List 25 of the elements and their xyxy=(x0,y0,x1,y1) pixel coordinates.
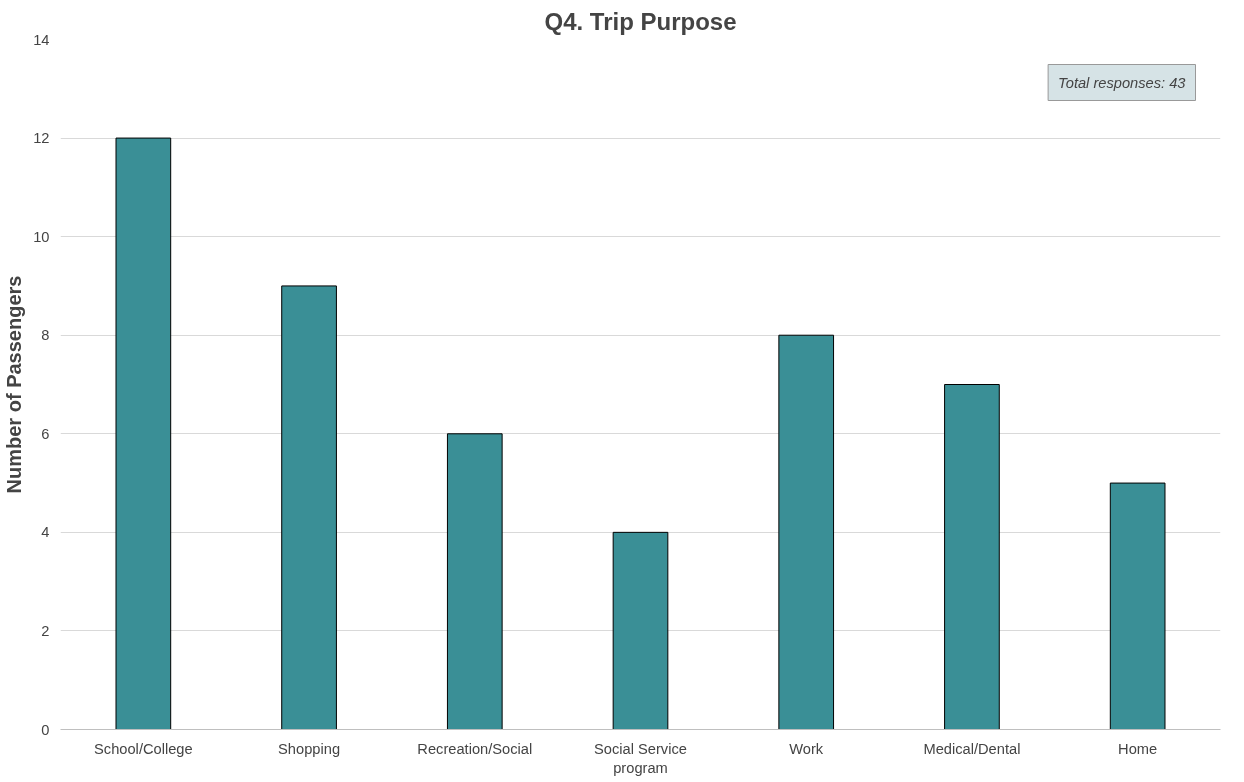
bar xyxy=(612,531,669,730)
y-tick-label: 8 xyxy=(41,327,50,344)
x-tick-label: Home xyxy=(1118,740,1158,757)
x-tick-label: Social Service program xyxy=(594,740,687,776)
y-tick-label: 2 xyxy=(41,622,50,639)
y-tick-label: 0 xyxy=(41,721,50,738)
x-tick-label: Shopping xyxy=(278,740,341,757)
bar xyxy=(281,285,337,730)
bar xyxy=(1109,482,1166,730)
y-axis-title: Number of Passengers xyxy=(3,275,26,494)
y-tick-label: 10 xyxy=(33,228,50,245)
y-tick-label: 6 xyxy=(41,425,50,442)
bar xyxy=(446,433,503,730)
x-tick-label: Medical/Dental xyxy=(923,740,1021,757)
x-tick-label: Recreation/Social xyxy=(417,740,533,757)
y-tick-label: 4 xyxy=(41,524,50,541)
y-tick-label: 12 xyxy=(33,130,50,147)
chart-title: Q4. Trip Purpose xyxy=(544,7,737,35)
x-tick-label: School/College xyxy=(94,740,193,757)
x-tick-label: Work xyxy=(789,740,824,757)
bar xyxy=(778,334,835,730)
y-tick-label: 14 xyxy=(33,31,50,48)
bar xyxy=(115,137,172,730)
bar xyxy=(944,384,1000,730)
annotation: Total responses: 43 xyxy=(1058,74,1187,91)
